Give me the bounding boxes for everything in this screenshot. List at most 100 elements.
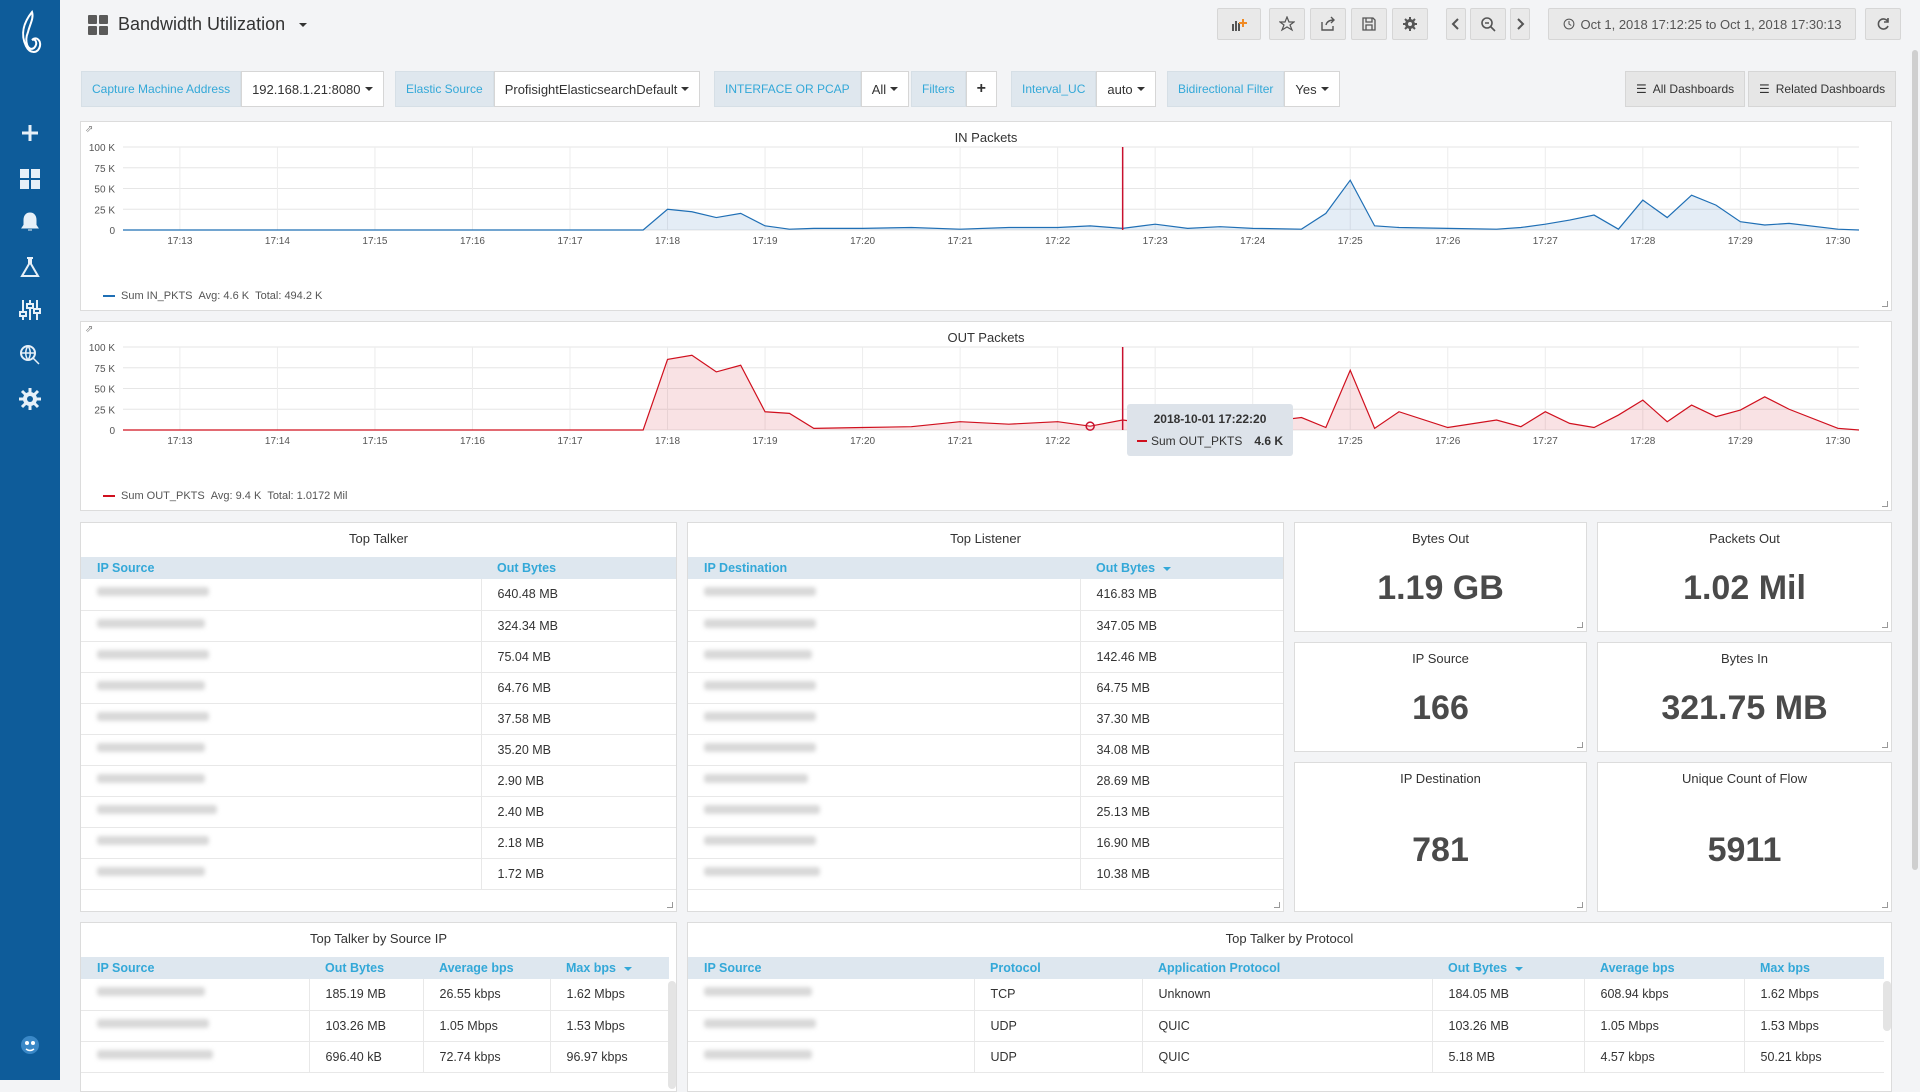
var-value[interactable]: All [860, 71, 910, 107]
data-point[interactable] [1373, 224, 1377, 228]
data-point[interactable] [1690, 193, 1694, 197]
col-header[interactable]: Out Bytes [481, 557, 676, 579]
col-header[interactable]: IP Source [81, 557, 481, 579]
data-point[interactable] [1519, 226, 1523, 230]
data-point[interactable] [1543, 410, 1547, 414]
table-row[interactable]: 209.85.210.25 16.90 MB [688, 827, 1283, 859]
refresh-button[interactable] [1865, 8, 1901, 40]
data-point[interactable] [373, 228, 377, 232]
data-point[interactable] [641, 428, 645, 432]
data-point[interactable] [1641, 398, 1645, 402]
var-value[interactable]: 192.168.1.21:8080 [241, 71, 384, 107]
data-point[interactable] [1592, 426, 1596, 430]
series-line[interactable] [123, 179, 1860, 231]
col-header-sorted[interactable]: Out Bytes [1080, 557, 1283, 579]
col-header[interactable]: IP Source [688, 957, 974, 979]
data-point[interactable] [714, 216, 718, 220]
data-point[interactable] [861, 226, 865, 230]
add-panel-button[interactable] [1217, 8, 1261, 40]
data-point[interactable] [1186, 226, 1190, 230]
col-header[interactable]: Application Protocol [1142, 957, 1432, 979]
data-point[interactable] [1324, 211, 1328, 215]
data-point[interactable] [958, 420, 962, 424]
data-point[interactable] [1857, 228, 1861, 232]
table-row[interactable]: 210.100.10.210 10.38 MB [688, 858, 1283, 890]
table-row[interactable]: 172.217.160.46 25.13 MB [688, 796, 1283, 828]
plus-icon[interactable] [17, 120, 43, 146]
sliders-icon[interactable] [17, 297, 43, 323]
data-point[interactable] [1714, 203, 1718, 207]
data-point[interactable] [763, 224, 767, 228]
logo-icon[interactable] [10, 8, 50, 68]
col-header[interactable]: Average bps [1584, 957, 1744, 979]
data-point[interactable] [909, 425, 913, 429]
resize-handle[interactable] [667, 902, 673, 908]
data-point[interactable] [470, 228, 474, 232]
data-point[interactable] [739, 363, 743, 367]
related-dashboards-link[interactable]: ☰ Related Dashboards [1748, 71, 1897, 107]
table-row[interactable]: 210.255.8.000 347.05 MB [688, 610, 1283, 642]
data-point[interactable] [1397, 410, 1401, 414]
data-point[interactable] [1616, 227, 1620, 231]
data-point[interactable] [1348, 368, 1352, 372]
table-row[interactable]: 192.168.1.188 37.58 MB [81, 703, 676, 735]
explore-icon[interactable] [17, 254, 43, 280]
data-point[interactable] [568, 228, 572, 232]
alerts-icon[interactable] [17, 209, 43, 235]
var-value[interactable]: Yes [1284, 71, 1340, 107]
data-point[interactable] [1857, 428, 1861, 432]
data-point[interactable] [1218, 225, 1222, 229]
data-point[interactable] [1641, 198, 1645, 202]
resize-handle[interactable] [1882, 501, 1888, 507]
data-point[interactable] [787, 411, 791, 415]
data-point[interactable] [787, 227, 791, 231]
avatar-icon[interactable] [17, 1032, 43, 1058]
data-point[interactable] [1007, 226, 1011, 230]
data-point[interactable] [1397, 226, 1401, 230]
table-row[interactable]: 192.168.1.135 2.18 MB [81, 827, 676, 859]
time-back-button[interactable] [1446, 8, 1466, 40]
data-point[interactable] [666, 207, 670, 211]
data-point[interactable] [690, 353, 694, 357]
data-point[interactable] [1690, 403, 1694, 407]
time-range-picker[interactable]: Oct 1, 2018 17:12:25 to Oct 1, 2018 17:3… [1548, 8, 1856, 40]
data-point[interactable] [1495, 418, 1499, 422]
data-point[interactable] [121, 428, 125, 432]
data-point[interactable] [178, 228, 182, 232]
resize-handle[interactable] [1577, 902, 1583, 908]
data-point[interactable] [1665, 420, 1669, 424]
data-point[interactable] [1738, 408, 1742, 412]
table-row[interactable]: 192.168.1.130 75.04 MB [81, 641, 676, 673]
scrollbar[interactable] [668, 981, 676, 1089]
table-row[interactable]: 208.85.200.75 34.08 MB [688, 734, 1283, 766]
data-point[interactable] [909, 226, 913, 230]
table-row[interactable]: 192.168.1.200 64.75 MB [688, 672, 1283, 704]
var-interface[interactable]: INTERFACE OR PCAP All [714, 71, 910, 107]
data-point[interactable] [1543, 222, 1547, 226]
star-button[interactable] [1269, 8, 1305, 40]
col-header-sorted[interactable]: Out Bytes [1432, 957, 1584, 979]
data-point[interactable] [714, 370, 718, 374]
data-point[interactable] [861, 426, 865, 430]
col-header[interactable]: Max bps [1744, 957, 1884, 979]
time-forward-button[interactable] [1510, 8, 1530, 40]
data-point[interactable] [1592, 213, 1596, 217]
data-point[interactable] [1787, 221, 1791, 225]
data-point[interactable] [1714, 415, 1718, 419]
var-value[interactable]: ProfisightElasticsearchDefault [493, 71, 701, 107]
table-row[interactable]: 10.107.4.80 28.69 MB [688, 765, 1283, 797]
resize-handle[interactable] [1882, 301, 1888, 307]
data-point[interactable] [275, 228, 279, 232]
data-point[interactable] [1763, 223, 1767, 227]
data-point[interactable] [1299, 227, 1303, 231]
resize-handle[interactable] [1577, 622, 1583, 628]
data-point[interactable] [1153, 222, 1157, 226]
var-value[interactable]: auto [1096, 71, 1156, 107]
table-row[interactable]: 74.125.8.215 142.46 MB [688, 641, 1283, 673]
var-bidirectional[interactable]: Bidirectional Filter Yes [1167, 71, 1340, 107]
resize-handle[interactable] [1882, 902, 1888, 908]
data-point[interactable] [1324, 426, 1328, 430]
